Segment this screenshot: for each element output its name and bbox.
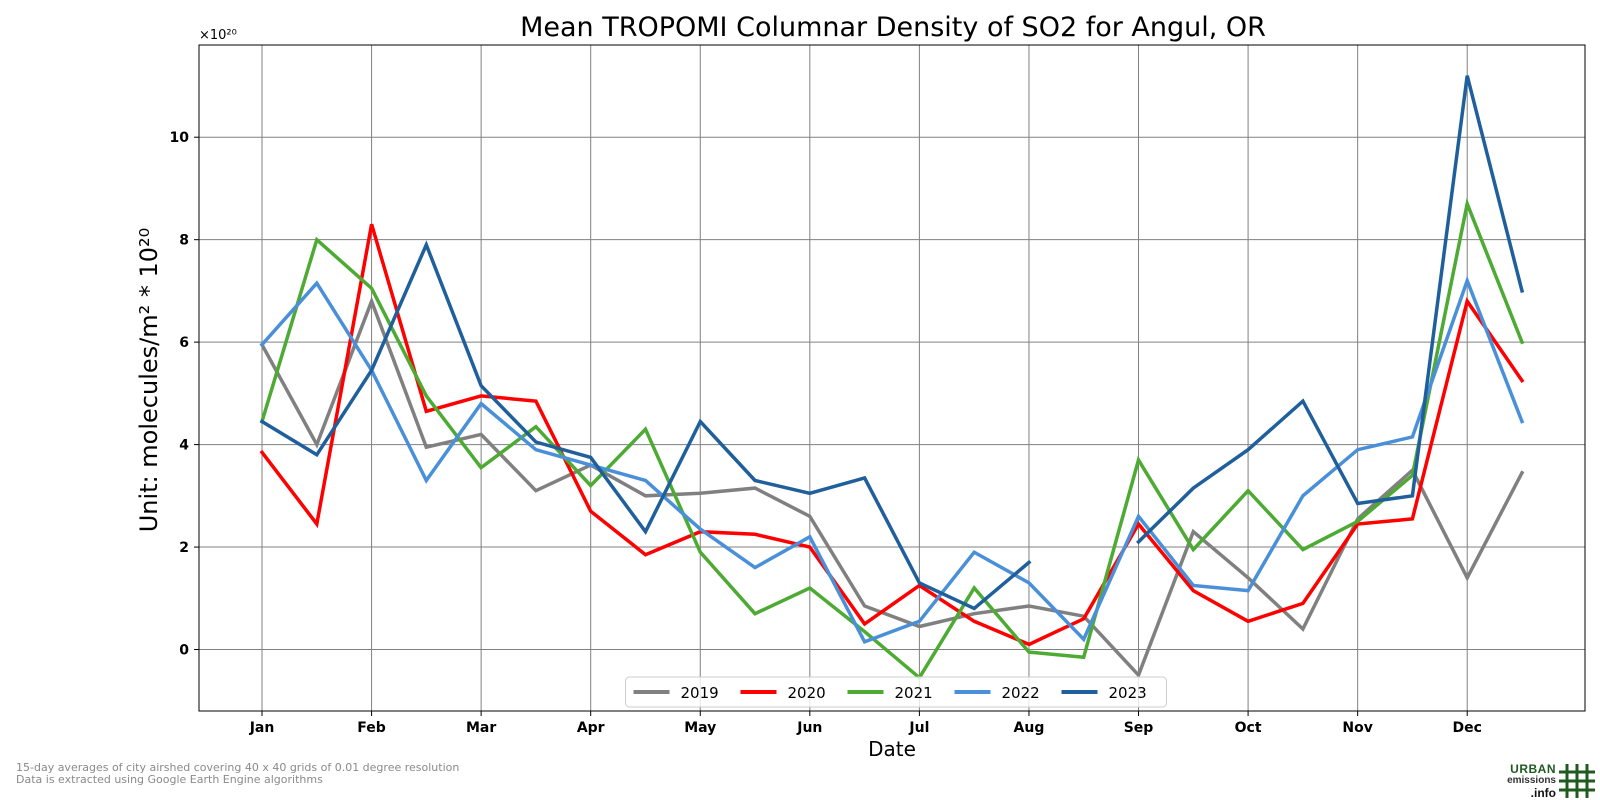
y-tick-label: 10 [170,130,190,146]
x-tick-label: Oct [1235,720,1262,736]
series-line-2020 [259,223,1525,647]
series-line-2021 [259,197,1525,681]
x-tick-label: Jul [908,720,929,736]
plot-frame [198,44,1586,712]
y-tick-label: 2 [179,540,189,556]
logo-line-3: .info [1530,786,1556,800]
y-offset-label: ×10²⁰ [199,28,237,43]
urban-emissions-logo: URBAN emissions .info [1500,761,1598,799]
series-line-2019 [259,296,1525,679]
logo-text: URBAN emissions .info [1507,763,1556,799]
x-axis-label: Date [868,737,916,761]
y-axis-label: Unit: molecules/m² * 10²⁰ [135,228,163,533]
x-tick-label: Aug [1014,720,1045,736]
legend-label-2020: 2020 [788,684,826,702]
legend-label-2021: 2021 [895,684,933,702]
x-tick-label: Nov [1342,720,1372,736]
grid-lines [199,45,1585,711]
legend: 2019 2020 2021 2022 2023 [625,676,1167,708]
y-tick-label: 4 [179,438,189,454]
series-lines [259,75,1525,681]
footnote-line-2: Data is extracted using Google Earth Eng… [16,773,323,786]
y-tick-label: 0 [179,643,189,659]
legend-label-2022: 2022 [1002,684,1040,702]
y-axis-ticks: 0 2 4 6 8 10 [170,130,199,659]
chart-title: Mean TROPOMI Columnar Density of SO2 for… [520,12,1266,43]
x-axis-ticks: Jan Feb Mar Apr May Jun Jul Aug Sep Oct Nov Dec [249,711,1482,736]
series-line-2023 [1136,75,1525,545]
x-tick-label: Jun [796,720,822,736]
legend-box [625,676,1167,708]
legend-label-2019: 2019 [681,684,719,702]
series-line-2023 [259,240,1032,611]
x-tick-label: Feb [357,720,386,736]
x-tick-label: Dec [1453,720,1482,736]
x-tick-label: Mar [466,720,496,736]
y-tick-label: 8 [179,233,189,249]
logo-line-1: URBAN [1510,762,1556,776]
footnote: 15-day averages of city airshed covering… [16,762,459,786]
x-tick-label: Sep [1124,720,1154,736]
x-tick-label: Jan [249,720,275,736]
logo-line-2: emissions [1507,775,1556,786]
x-tick-label: Apr [577,720,605,736]
footnote-line-1: 15-day averages of city airshed covering… [16,761,460,774]
series-line-2022 [259,275,1525,644]
logo-grid-icon [1559,764,1595,798]
x-tick-label: May [684,720,716,736]
legend-label-2023: 2023 [1109,684,1147,702]
y-tick-label: 6 [179,335,189,351]
